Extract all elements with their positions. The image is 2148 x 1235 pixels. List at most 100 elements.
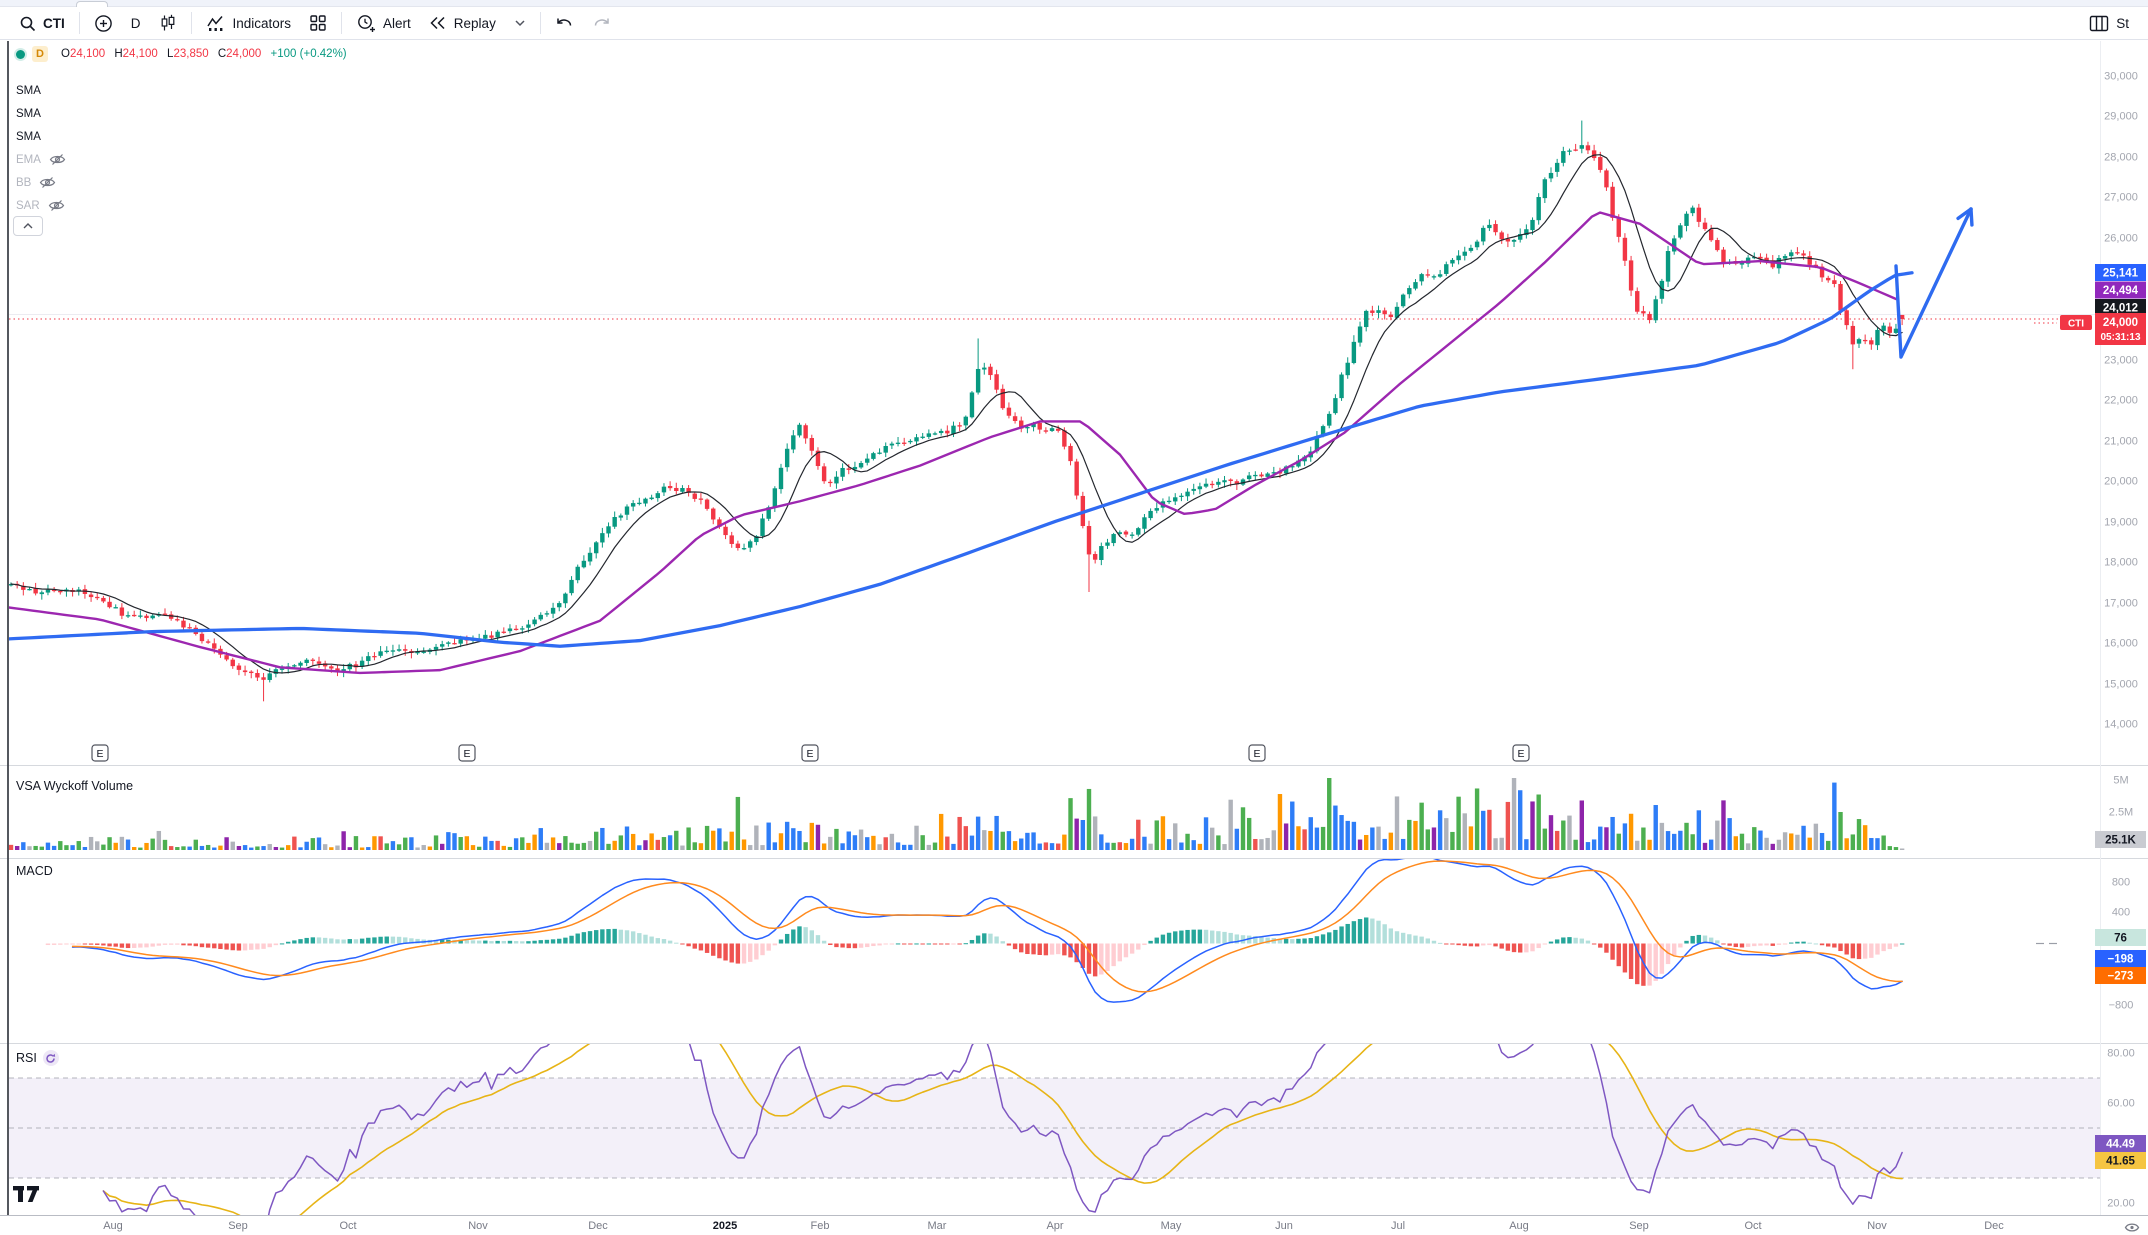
- symbol-price-chip[interactable]: CTI: [2060, 315, 2092, 330]
- time-axis-label[interactable]: Feb: [811, 1220, 830, 1232]
- macd-histogram-bar: [1419, 936, 1424, 944]
- layout-panel-button[interactable]: St: [2080, 11, 2138, 36]
- undo-button[interactable]: [546, 12, 583, 35]
- rsi-pane-title[interactable]: RSI: [16, 1050, 59, 1066]
- volume-bar: [914, 825, 919, 850]
- volume-axis-tick[interactable]: 2.5M: [2109, 807, 2133, 819]
- volume-bar: [766, 822, 771, 850]
- price-axis-badge[interactable]: 24,012: [2095, 299, 2146, 316]
- macd-axis-badge[interactable]: 76: [2095, 929, 2146, 946]
- timezone-settings-icon[interactable]: [2124, 1221, 2140, 1235]
- time-axis-label[interactable]: Jul: [1391, 1220, 1405, 1232]
- macd-axis-badge[interactable]: −198: [2095, 950, 2146, 967]
- rsi-axis-badge[interactable]: 41.65: [2095, 1152, 2146, 1169]
- time-axis-label[interactable]: 2025: [713, 1220, 737, 1232]
- time-axis-label[interactable]: Aug: [103, 1220, 123, 1232]
- indicator-row-bb[interactable]: BB: [16, 174, 56, 191]
- compare-add-button[interactable]: [85, 10, 122, 37]
- indicator-row-ema[interactable]: EMA: [16, 151, 66, 168]
- macd-axis-tick[interactable]: 400: [2112, 907, 2130, 919]
- visibility-off-icon[interactable]: [48, 199, 65, 212]
- time-axis-label[interactable]: Sep: [228, 1220, 248, 1232]
- price-axis-tick[interactable]: 19,000: [2104, 517, 2138, 529]
- time-axis-label[interactable]: Oct: [1744, 1220, 1761, 1232]
- price-axis-tick[interactable]: 16,000: [2104, 638, 2138, 650]
- macd-histogram-bar: [1129, 943, 1135, 954]
- indicator-row-sma2[interactable]: SMA: [16, 105, 41, 122]
- volume-pane-title[interactable]: VSA Wyckoff Volume: [16, 779, 133, 793]
- volume-bar: [1862, 825, 1868, 850]
- price-axis-tick[interactable]: 15,000: [2104, 679, 2138, 691]
- rsi-axis-tick[interactable]: 80.00: [2107, 1048, 2135, 1060]
- indicator-row-sma3[interactable]: SMA: [16, 128, 41, 145]
- price-axis-tick[interactable]: 29,000: [2104, 111, 2138, 123]
- time-axis-label[interactable]: Dec: [588, 1220, 608, 1232]
- volume-bar: [729, 831, 734, 850]
- price-axis-tick[interactable]: 26,000: [2104, 233, 2138, 245]
- ohlc-legend[interactable]: D O24,100 H24,100 L23,850 C24,000 +100 (…: [16, 46, 347, 62]
- macd-histogram-bar: [1123, 943, 1129, 958]
- price-axis-tick[interactable]: 22,000: [2104, 395, 2138, 407]
- rsi-axis-tick[interactable]: 20.00: [2107, 1198, 2135, 1210]
- time-axis-label[interactable]: Mar: [928, 1220, 947, 1232]
- macd-histogram-bar: [1641, 943, 1646, 986]
- macd-pane-title[interactable]: MACD: [16, 864, 53, 878]
- price-axis-tick[interactable]: 27,000: [2104, 192, 2138, 204]
- timeframe-chip[interactable]: D: [32, 46, 48, 62]
- symbol-search[interactable]: CTI: [10, 11, 74, 36]
- volume-bar: [1259, 839, 1264, 850]
- chart-surface[interactable]: E E E E E 30,000 29,000 28,000 27,000 26,000 23,00…: [0, 40, 2148, 1235]
- time-axis-label[interactable]: Apr: [1046, 1220, 1063, 1232]
- legend-collapse-button[interactable]: [13, 216, 43, 236]
- price-axis-badge[interactable]: 24,494: [2095, 281, 2146, 299]
- price-axis-tick[interactable]: 30,000: [2104, 71, 2138, 83]
- price-axis-tick[interactable]: 17,000: [2104, 598, 2138, 610]
- price-axis-tick[interactable]: 23,000: [2104, 355, 2138, 367]
- price-axis-tick[interactable]: 14,000: [2104, 719, 2138, 731]
- replay-dropdown[interactable]: [505, 15, 535, 31]
- volume-bar: [1665, 831, 1671, 850]
- price-axis-badge[interactable]: 24,000 05:31:13: [2095, 313, 2146, 345]
- rsi-axis-tick[interactable]: 60.00: [2107, 1098, 2135, 1110]
- tradingview-logo[interactable]: [13, 1186, 41, 1208]
- indicator-row-sma1[interactable]: SMA: [16, 82, 41, 99]
- redo-button[interactable]: [583, 12, 620, 35]
- time-axis-label[interactable]: Nov: [1867, 1220, 1887, 1232]
- macd-axis-badge[interactable]: −273: [2095, 967, 2146, 984]
- time-axis-label[interactable]: Dec: [1984, 1220, 2004, 1232]
- price-axis-tick[interactable]: 21,000: [2104, 436, 2138, 448]
- macd-axis-tick[interactable]: −800: [2109, 1000, 2134, 1012]
- time-axis-label[interactable]: Sep: [1629, 1220, 1649, 1232]
- candle-body: [1173, 497, 1178, 502]
- macd-histogram-bar: [778, 939, 784, 944]
- indicator-row-sar[interactable]: SAR: [16, 197, 65, 214]
- macd-histogram-bar: [378, 936, 383, 944]
- macd-axis-tick[interactable]: 800: [2112, 877, 2130, 889]
- price-axis-tick[interactable]: 18,000: [2104, 557, 2138, 569]
- chart-style-button[interactable]: [150, 10, 186, 36]
- time-axis-label[interactable]: Nov: [468, 1220, 488, 1232]
- volume-axis-tick[interactable]: 5M: [2113, 775, 2128, 787]
- timeframe-button[interactable]: D: [122, 12, 150, 35]
- replay-button[interactable]: Replay: [420, 11, 505, 35]
- indicators-button[interactable]: Indicators: [197, 10, 301, 36]
- macd-histogram-bar: [101, 943, 106, 946]
- time-axis-label[interactable]: Oct: [339, 1220, 356, 1232]
- time-axis-label[interactable]: Jun: [1275, 1220, 1293, 1232]
- volume-axis-badge[interactable]: 25.1K: [2095, 831, 2146, 848]
- visibility-off-icon[interactable]: [49, 153, 66, 166]
- candle-body: [1665, 251, 1671, 282]
- visibility-off-icon[interactable]: [39, 176, 56, 189]
- time-axis-label[interactable]: May: [1161, 1220, 1182, 1232]
- alert-button[interactable]: Alert: [347, 9, 420, 37]
- grid-layout-button[interactable]: [300, 10, 336, 36]
- candle-body: [1850, 325, 1856, 345]
- rsi-axis-badge[interactable]: 44.49: [2095, 1135, 2146, 1152]
- macd-histogram-bar: [1056, 943, 1061, 955]
- price-axis-badge[interactable]: 25,141: [2095, 264, 2146, 281]
- price-axis-tick[interactable]: 20,000: [2104, 476, 2138, 488]
- price-axis-tick[interactable]: 28,000: [2104, 152, 2138, 164]
- rsi-refresh-icon[interactable]: [42, 1050, 59, 1066]
- earnings-marker-letter: E: [1253, 748, 1260, 760]
- time-axis-label[interactable]: Aug: [1509, 1220, 1529, 1232]
